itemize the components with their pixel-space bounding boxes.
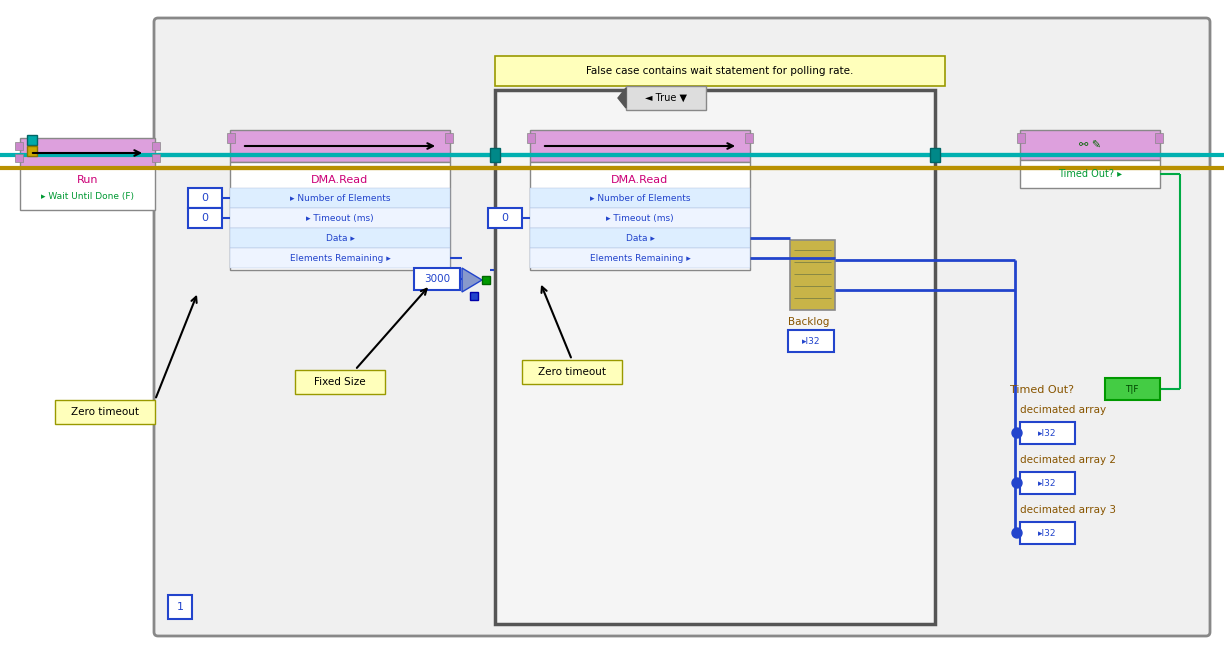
Text: ◄ True ▼: ◄ True ▼ <box>645 93 687 103</box>
Text: 0: 0 <box>502 213 508 223</box>
FancyBboxPatch shape <box>20 138 155 168</box>
Text: Run: Run <box>77 175 98 185</box>
FancyBboxPatch shape <box>745 133 753 143</box>
FancyBboxPatch shape <box>1020 130 1160 160</box>
Text: ▸I32: ▸I32 <box>1038 479 1056 487</box>
Text: ▸ Number of Elements: ▸ Number of Elements <box>590 193 690 203</box>
Text: ▸ Wait Until Done (F): ▸ Wait Until Done (F) <box>40 191 133 201</box>
FancyBboxPatch shape <box>152 142 160 150</box>
FancyBboxPatch shape <box>625 86 706 110</box>
FancyBboxPatch shape <box>1020 472 1075 494</box>
FancyBboxPatch shape <box>230 130 450 162</box>
FancyBboxPatch shape <box>470 292 479 300</box>
Circle shape <box>1012 478 1022 488</box>
FancyBboxPatch shape <box>528 133 535 143</box>
Text: DMA.Read: DMA.Read <box>311 175 368 185</box>
FancyBboxPatch shape <box>27 135 37 145</box>
FancyBboxPatch shape <box>530 228 750 248</box>
FancyBboxPatch shape <box>152 154 160 162</box>
Circle shape <box>1012 528 1022 538</box>
Text: ▸ Timeout (ms): ▸ Timeout (ms) <box>306 214 373 222</box>
FancyBboxPatch shape <box>55 400 155 424</box>
Text: ▸I32: ▸I32 <box>1038 428 1056 438</box>
Text: Elements Remaining ▸: Elements Remaining ▸ <box>290 254 390 263</box>
FancyBboxPatch shape <box>446 133 453 143</box>
FancyBboxPatch shape <box>230 248 450 268</box>
FancyBboxPatch shape <box>154 18 1211 636</box>
FancyBboxPatch shape <box>15 154 23 162</box>
FancyBboxPatch shape <box>188 208 222 228</box>
FancyBboxPatch shape <box>1020 522 1075 544</box>
FancyBboxPatch shape <box>789 240 835 310</box>
FancyBboxPatch shape <box>530 162 750 270</box>
Text: ▸I32: ▸I32 <box>1038 528 1056 538</box>
Text: Elements Remaining ▸: Elements Remaining ▸ <box>590 254 690 263</box>
Text: ▸I32: ▸I32 <box>802 336 820 346</box>
Text: Backlog: Backlog <box>788 317 830 327</box>
FancyBboxPatch shape <box>482 276 490 284</box>
Text: False case contains wait statement for polling rate.: False case contains wait statement for p… <box>586 66 853 76</box>
Text: Fixed Size: Fixed Size <box>315 377 366 387</box>
Text: Data ▸: Data ▸ <box>625 234 655 242</box>
FancyBboxPatch shape <box>1020 160 1160 188</box>
Polygon shape <box>461 268 482 292</box>
Text: ⚯ ✎: ⚯ ✎ <box>1078 140 1102 150</box>
FancyBboxPatch shape <box>930 148 940 162</box>
FancyBboxPatch shape <box>1155 133 1163 143</box>
FancyBboxPatch shape <box>230 208 450 228</box>
FancyBboxPatch shape <box>530 188 750 208</box>
FancyBboxPatch shape <box>1020 422 1075 444</box>
FancyBboxPatch shape <box>494 56 945 86</box>
FancyBboxPatch shape <box>27 146 37 156</box>
FancyBboxPatch shape <box>490 148 499 162</box>
Text: 0: 0 <box>202 213 208 223</box>
FancyBboxPatch shape <box>530 248 750 268</box>
Text: DMA.Read: DMA.Read <box>611 175 668 185</box>
Text: Timed Out?: Timed Out? <box>1010 385 1073 395</box>
FancyBboxPatch shape <box>20 168 155 210</box>
Text: decimated array: decimated array <box>1020 405 1106 415</box>
Text: ▸ Number of Elements: ▸ Number of Elements <box>290 193 390 203</box>
Text: Timed Out? ▸: Timed Out? ▸ <box>1058 169 1122 179</box>
Text: 0: 0 <box>202 193 208 203</box>
Text: Zero timeout: Zero timeout <box>539 367 606 377</box>
Text: T|F: T|F <box>1125 385 1138 393</box>
FancyBboxPatch shape <box>230 228 450 248</box>
Circle shape <box>1012 428 1022 438</box>
FancyBboxPatch shape <box>488 208 521 228</box>
Text: Data ▸: Data ▸ <box>326 234 355 242</box>
FancyBboxPatch shape <box>230 162 450 270</box>
FancyBboxPatch shape <box>414 268 460 290</box>
Text: decimated array 3: decimated array 3 <box>1020 505 1116 515</box>
Text: ▸ Timeout (ms): ▸ Timeout (ms) <box>606 214 674 222</box>
Text: 1: 1 <box>176 602 184 612</box>
Polygon shape <box>618 88 625 108</box>
Text: decimated array 2: decimated array 2 <box>1020 455 1116 465</box>
FancyBboxPatch shape <box>226 133 235 143</box>
FancyBboxPatch shape <box>1017 133 1024 143</box>
FancyBboxPatch shape <box>1105 378 1160 400</box>
FancyBboxPatch shape <box>230 188 450 208</box>
FancyBboxPatch shape <box>295 370 386 394</box>
FancyBboxPatch shape <box>494 90 935 624</box>
FancyBboxPatch shape <box>521 360 622 384</box>
FancyBboxPatch shape <box>530 130 750 162</box>
FancyBboxPatch shape <box>788 330 834 352</box>
Text: 3000: 3000 <box>424 274 450 284</box>
FancyBboxPatch shape <box>188 188 222 208</box>
FancyBboxPatch shape <box>530 208 750 228</box>
FancyBboxPatch shape <box>168 595 192 619</box>
FancyBboxPatch shape <box>15 142 23 150</box>
Text: Zero timeout: Zero timeout <box>71 407 140 417</box>
